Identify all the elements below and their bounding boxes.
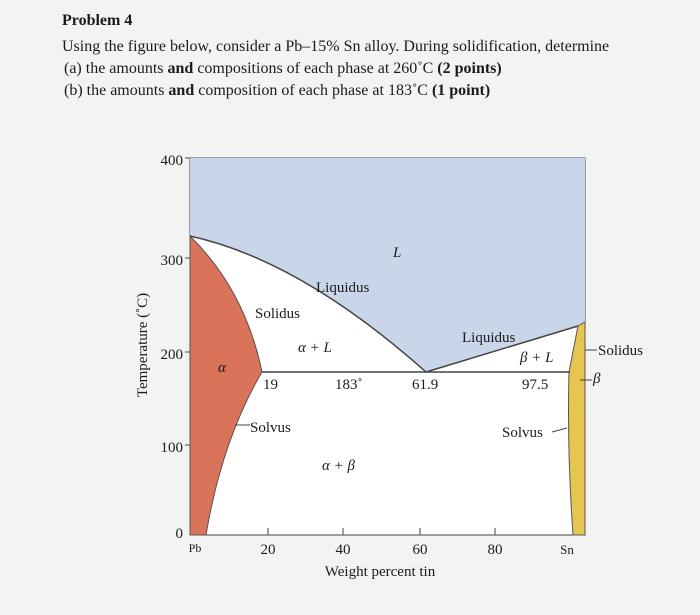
y-tick-label: 200: [161, 347, 184, 363]
part-b: (b) the amounts and composition of each …: [64, 82, 490, 100]
problem-intro: Using the figure below, consider a Pb–15…: [62, 38, 610, 55]
text: and: [168, 82, 195, 99]
region-label: 19: [263, 377, 278, 393]
text: (b) the amounts: [64, 82, 169, 99]
problem-title: Problem 4: [62, 12, 133, 29]
x-tick-label: 20: [261, 542, 276, 558]
region-label: Liquidus: [462, 330, 515, 346]
region-label: Solidus: [598, 343, 643, 359]
y-tick-label: 300: [161, 253, 184, 269]
text: composition of each phase at 183˚C: [194, 82, 432, 99]
region-label: 183˚: [335, 377, 363, 393]
region-label: 97.5: [522, 377, 548, 393]
text: (a) the amounts: [64, 60, 168, 77]
region-label: β: [592, 371, 601, 387]
text: compositions of each phase at 260˚C: [193, 60, 438, 77]
x-tick-label: Sn: [560, 542, 574, 557]
region-label: Solvus: [250, 420, 291, 436]
y-tick-label: 400: [161, 153, 184, 169]
x-tick-label: Pb: [189, 541, 202, 555]
y-tick-label: 0: [176, 526, 184, 542]
region-label: L: [392, 245, 401, 261]
region-label: β + L: [519, 350, 553, 366]
part-a: (a) the amounts and compositions of each…: [64, 60, 502, 78]
x-tick-label: 60: [413, 542, 428, 558]
region-label: α + β: [322, 458, 355, 474]
x-tick-label: 40: [336, 542, 351, 558]
x-tick-label: 80: [488, 542, 503, 558]
text: and: [167, 60, 194, 77]
region-label: Solvus: [502, 425, 543, 441]
region-label: α + L: [298, 340, 332, 356]
region-label: α: [218, 360, 227, 376]
region-label: 61.9: [412, 377, 438, 393]
x-axis-label: Weight percent tin: [325, 564, 436, 580]
text: (1 point): [431, 82, 491, 99]
alpha-region: [189, 234, 263, 536]
liquid-region: [190, 158, 585, 372]
text: (2 points): [437, 60, 502, 77]
region-label: Liquidus: [316, 280, 369, 296]
y-tick-label: 100: [161, 440, 184, 456]
y-axis-label: Temperature (˚C): [135, 293, 151, 397]
region-label: Solidus: [255, 306, 300, 322]
liquidus-line: [189, 235, 579, 373]
beta-region: [568, 321, 586, 536]
leader: [551, 427, 568, 433]
